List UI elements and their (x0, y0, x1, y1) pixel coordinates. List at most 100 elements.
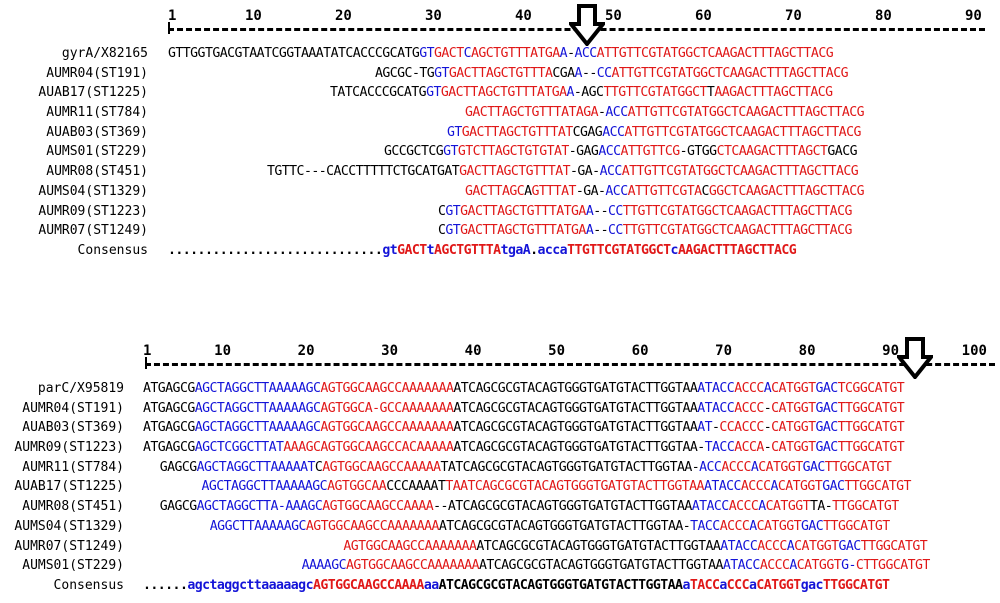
sequence-segment: ATCAGCGCGTACAGTGGGTGATGTACTTGGTAA (453, 400, 698, 416)
sequence-segment: AGTGGCAAGCCAAAAAAA (320, 420, 454, 436)
sequence-segment: GAGCG (159, 459, 198, 475)
sequence-segment: GT (434, 65, 449, 81)
sequence-segment: ACCC (734, 400, 764, 416)
sequence-segment: AAAAGC (301, 558, 347, 574)
nucleotide-sequence: GACTTAGCTGTTTATAGA-ACCATTGTTCGTATGGCTCAA… (465, 105, 1000, 120)
sequence-segment: AGTGGCA-GCCAAAAAAA (320, 400, 454, 416)
sequence-row: AUAB03(ST369) GTGACTTAGCTGTTTATCGAGACCATT… (0, 125, 1000, 145)
sequence-segment: ATCAGCGCGTACAGTGGGTGATGTACTTGGTAA (453, 420, 698, 436)
sequence-segment: GAC (815, 381, 838, 396)
sequence-segment: - (712, 420, 720, 436)
sequence-segment: ACCC (734, 381, 764, 396)
sequence-segment: AAGACTTTAGCTTACG (733, 223, 853, 239)
sequence-row: AUMS01(ST229) AAAAGCAGTGGCAAGCCAAAAAAAATC… (0, 558, 1000, 578)
sequence-segment: AGCTAGGCTTA-AAAGC (196, 499, 323, 515)
sequence-segment: - (697, 440, 705, 456)
sequence-segment: TTGGCATGT (824, 459, 892, 475)
sequence-segment: GACG (827, 144, 857, 160)
sequence-segment: TATCAGCGCGTACAGTGGGTGATGTACTTGGTAA (440, 459, 693, 475)
sequence-segment: A (763, 381, 772, 396)
sequence-segment: ...... (143, 577, 188, 593)
ruler-dashed-line (145, 363, 995, 366)
sequence-segment: AAAGC (283, 440, 321, 456)
sequence-segment: ATCAGCGCGTACAGTGGGTGATGTACTTGGTAA (453, 381, 698, 396)
strain-label: parC/X95819 (37, 381, 124, 396)
sequence-segment: CC (607, 223, 623, 239)
sequence-segment: A (758, 499, 766, 515)
ruler-tick-label: 40 (464, 343, 482, 359)
sequence-segment: ATACC (697, 381, 735, 396)
sequence-segment: C (701, 183, 710, 199)
sequence-segment: GACTT (448, 65, 487, 81)
sequence-segment: C (438, 203, 446, 219)
sequence-segment: GAC (815, 400, 838, 416)
sequence-segment: a (682, 577, 690, 593)
sequence-segment: GACTT (461, 124, 500, 140)
sequence-segment: T (706, 85, 715, 101)
ruler-tick-label: 90 (965, 8, 982, 24)
sequence-segment: ACC (599, 164, 623, 180)
sequence-segment: a (719, 577, 727, 593)
sequence-segment: AGCTGTTTATGA (477, 85, 567, 101)
sequence-row: AUMR04(ST191) ATGAGCGAGCTAGGCTTAAAAAGCAGT… (0, 401, 1000, 421)
sequence-segment: GACT (397, 242, 427, 258)
sequence-segment: - (763, 400, 772, 416)
ruler-tick-label: 70 (715, 343, 732, 359)
sequence-segment: aa (423, 577, 439, 593)
sequence-segment: AGTGGCAAGCCAAAAAAA (345, 558, 480, 574)
sequence-segment: -AGC (573, 85, 604, 101)
nucleotide-sequence: TGTTC---CACCTTTTTCTGCATGATGACTTAGCTGTTTA… (267, 164, 1000, 179)
sequence-segment: AAGACTTTAGCTTACG (742, 124, 862, 140)
sequence-segment: ATCAGCGCGTACAGTGGGTGATGTACTTGGTAA (438, 577, 683, 593)
sequence-segment: ATTGTTCGTATGGCTC (611, 65, 731, 81)
sequence-segment: - (598, 105, 606, 121)
sequence-row: parC/X95819 ATGAGCGAGCTAGGCTTAAAAAGCAGTGG… (0, 381, 1000, 401)
sequence-segment: -- (433, 499, 448, 515)
sequence-segment: TTGGCATGT (837, 440, 905, 456)
ruler-tick-label: 50 (605, 8, 622, 24)
sequence-segment: A (574, 65, 583, 81)
sequence-segment: -GA- (570, 164, 600, 180)
sequence-row: AUMS01(ST229) GCCGCTCGGTGTCTTAGCTGTGTAT-G… (0, 144, 1000, 164)
sequence-segment: ATACC (720, 538, 758, 554)
sequence-segment: CATGGT (765, 499, 811, 515)
sequence-segment: AT (697, 420, 713, 436)
sequence-segment: A (770, 479, 778, 495)
sequence-segment: AAGACTTTAGCTTACG (714, 46, 834, 61)
sequence-segment: -GAG (568, 144, 599, 160)
sequence-segment: TTGGCATGT (837, 420, 905, 436)
nucleotide-sequence: TATCACCCGCATGGTGACTTAGCTGTTTATGAA-AGCTTG… (330, 85, 1000, 100)
sequence-segment: ACCC (721, 459, 751, 475)
sequence-segment: AAGACTTTAGCTTACG (739, 164, 859, 180)
sequence-row: AUMR11(ST784) GACTTAGCTGTTTATAGA-ACCATTGT… (0, 105, 1000, 125)
sequence-segment: CGAG (572, 124, 603, 140)
ruler-tick-label: 80 (875, 8, 892, 24)
sequence-segment: TTGGCATGT (822, 577, 890, 593)
strain-label: AUAB03(ST369) (22, 420, 124, 436)
sequence-segment: TAATCAGCGCGTACAGTGGGTGATGTACTTGGTAA (445, 479, 704, 495)
sequence-segment: AGTGGCAAGCCAAAA (312, 577, 424, 593)
nucleotide-sequence: ATGAGCGAGCTAGGCTTAAAAAGCAGTGGCA-GCCAAAAA… (143, 401, 1000, 416)
consensus-sequence: .............................gtGACTtAGCT… (168, 243, 1000, 258)
sequence-segment: ATTGTTCG (620, 144, 681, 160)
sequence-segment: ATCAGCGCGTACAGTGGGTGATGTACTTGGTAA (453, 440, 698, 456)
sequence-segment: AGGCTTAAAAAGC (209, 518, 307, 534)
sequence-segment: CATGGT (771, 420, 816, 436)
sequence-row: AUAB03(ST369) ATGAGCGAGCTAGGCTTAAAAAGCAGT… (0, 420, 1000, 440)
ruler-start-tick (168, 22, 170, 34)
sequence-segment: AGCTGTTTATGA (497, 223, 586, 239)
nucleotide-sequence: CGTGACTTAGCTGTTTATGAA--CCTTGTTCGTATGGCTC… (438, 223, 1000, 238)
sequence-segment: TACC (690, 518, 720, 534)
strain-label: AUMR07(ST1249) (14, 538, 124, 554)
ruler-tick-label: 90 (882, 343, 899, 359)
parc-mutation-arrow-icon (897, 337, 934, 379)
sequence-row: AUAB17(ST1225) TATCACCCGCATGGTGACTTAGCTGT… (0, 85, 1000, 105)
sequence-segment: CATGGT (758, 459, 803, 475)
sequence-segment: AGCTGTTTATAGA (501, 105, 599, 121)
sequence-segment: CC (607, 203, 623, 219)
sequence-segment: TCGGCATGT (837, 381, 905, 396)
nucleotide-sequence: CGTGACTTAGCTGTTTATGAA--CCTTGTTCGTATGGCTC… (438, 204, 1000, 219)
sequence-segment: AGCTGTGTAT (494, 144, 569, 160)
nucleotide-sequence: AGCTAGGCTTAAAAAGCAGTGGCAACCCAAAATTAATCAG… (201, 479, 1000, 494)
sequence-segment: ATGAGCG (143, 400, 195, 416)
